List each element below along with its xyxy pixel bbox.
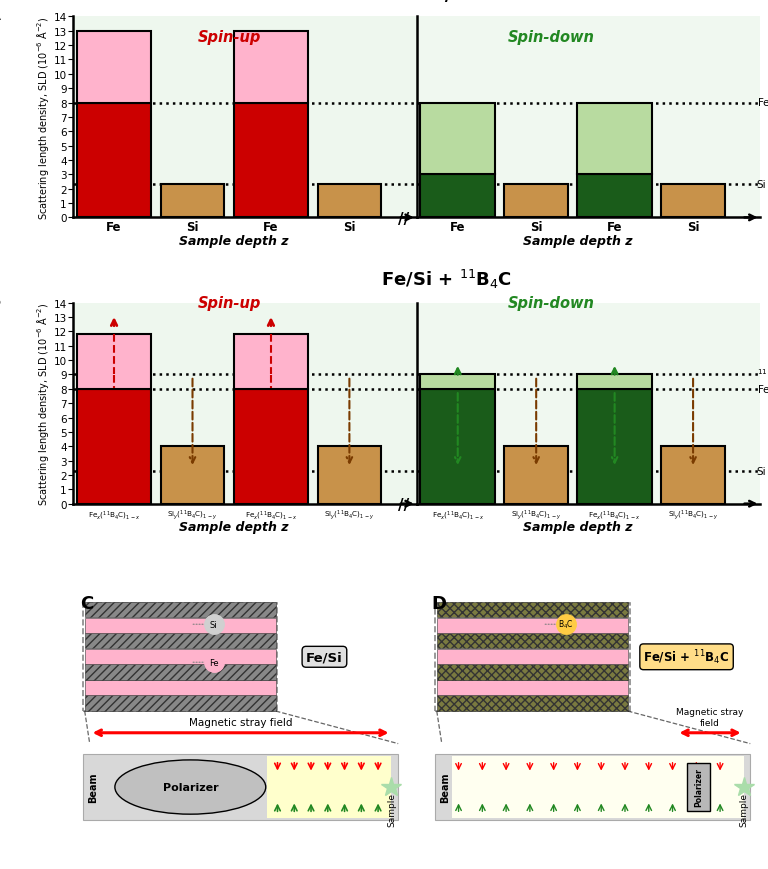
Y-axis label: Scattering length density, SLD (10$^{-6}$ Å$^{-2}$): Scattering length density, SLD (10$^{-6}… [35, 17, 51, 219]
Bar [420, 176, 495, 218]
Bar [437, 696, 628, 711]
Bar [84, 680, 276, 695]
Bar [318, 447, 381, 504]
Text: Fe: Fe [106, 221, 122, 234]
Text: Fe$_x$($^{11}$B$_4$C)$_{1-x}$: Fe$_x$($^{11}$B$_4$C)$_{1-x}$ [432, 508, 484, 521]
Bar [661, 185, 725, 218]
Bar [437, 634, 628, 649]
Text: Fe$_x$($^{11}$B$_4$C)$_{1-x}$: Fe$_x$($^{11}$B$_4$C)$_{1-x}$ [88, 508, 141, 521]
Text: Magnetic stray
field: Magnetic stray field [677, 707, 743, 726]
Bar [318, 185, 381, 218]
Text: Si: Si [343, 221, 356, 234]
Bar [661, 447, 725, 504]
Text: Fe: Fe [209, 658, 219, 667]
Text: Beam: Beam [88, 772, 98, 802]
FancyBboxPatch shape [435, 603, 630, 711]
Text: Polarizer: Polarizer [163, 782, 218, 793]
Text: Si: Si [187, 221, 199, 234]
Text: //: // [398, 498, 409, 513]
Text: Fe$_x$($^{11}$B$_4$C)$_{1-x}$: Fe$_x$($^{11}$B$_4$C)$_{1-x}$ [588, 508, 641, 521]
Text: Beam: Beam [440, 772, 450, 802]
Text: Si: Si [687, 221, 700, 234]
Bar [267, 756, 392, 819]
Text: Fe/Si: Fe/Si [420, 0, 473, 4]
Bar [437, 603, 628, 618]
Bar [687, 763, 710, 812]
Bar [233, 32, 308, 103]
Text: C: C [80, 594, 93, 613]
Text: Fe: Fe [607, 221, 622, 234]
Text: Spin-down: Spin-down [508, 295, 594, 310]
Bar [435, 754, 750, 819]
Bar [161, 185, 224, 218]
FancyBboxPatch shape [83, 603, 277, 711]
Bar [437, 618, 628, 634]
Y-axis label: Scattering length density, SLD (10$^{-6}$ Å$^{-2}$): Scattering length density, SLD (10$^{-6}… [35, 302, 51, 506]
Bar [578, 375, 652, 389]
Bar [84, 603, 276, 618]
Text: Sample depth z: Sample depth z [179, 235, 288, 248]
Text: Fe$_{nuclear}$: Fe$_{nuclear}$ [756, 96, 768, 110]
Text: Fe$_{nuclear}$: Fe$_{nuclear}$ [756, 382, 768, 396]
Text: Sample: Sample [387, 792, 396, 826]
Text: Fe/Si + $^{11}$B$_4$C: Fe/Si + $^{11}$B$_4$C [644, 647, 730, 667]
Text: Sample depth z: Sample depth z [179, 521, 288, 534]
Text: Si$_y$($^{11}$B$_4$C)$_{1-y}$: Si$_y$($^{11}$B$_4$C)$_{1-y}$ [167, 508, 217, 521]
Text: Fe: Fe [450, 221, 465, 234]
Bar [233, 103, 308, 218]
Bar [505, 447, 568, 504]
Text: Fe/Si: Fe/Si [306, 651, 343, 664]
Text: Si$_y$($^{11}$B$_4$C)$_{1-y}$: Si$_y$($^{11}$B$_4$C)$_{1-y}$ [324, 508, 375, 521]
Text: Si: Si [530, 221, 542, 234]
Bar [77, 389, 151, 504]
Text: Fe: Fe [263, 221, 279, 234]
Text: Spin-up: Spin-up [198, 30, 262, 45]
Text: A: A [0, 6, 1, 23]
Bar [437, 649, 628, 664]
Text: Si: Si [756, 466, 766, 476]
Bar [84, 696, 276, 711]
Bar [420, 375, 495, 389]
Text: Magnetic stray field: Magnetic stray field [189, 717, 293, 726]
Bar [84, 649, 276, 664]
Bar [84, 634, 276, 649]
Bar [578, 176, 652, 218]
Bar [505, 185, 568, 218]
Bar [233, 389, 308, 504]
Text: Si: Si [210, 620, 217, 629]
Text: Spin-up: Spin-up [198, 295, 262, 310]
Text: //: // [398, 212, 409, 227]
Ellipse shape [115, 760, 266, 814]
Bar [161, 447, 224, 504]
Text: Si$_y$($^{11}$B$_4$C)$_{1-y}$: Si$_y$($^{11}$B$_4$C)$_{1-y}$ [511, 508, 561, 521]
Text: Sample depth z: Sample depth z [522, 235, 632, 248]
Text: Polarizer: Polarizer [694, 767, 703, 806]
Text: $^{11}$B$_4$C: $^{11}$B$_4$C [756, 368, 768, 383]
Bar [84, 618, 276, 634]
Bar [420, 389, 495, 504]
Text: Spin-down: Spin-down [508, 30, 594, 45]
Bar [77, 103, 151, 218]
Bar [578, 389, 652, 504]
Text: Si$_y$($^{11}$B$_4$C)$_{1-y}$: Si$_y$($^{11}$B$_4$C)$_{1-y}$ [668, 508, 718, 521]
Bar [77, 32, 151, 103]
Text: Si: Si [756, 180, 766, 190]
Text: D: D [432, 594, 447, 613]
Bar [452, 756, 743, 819]
Text: B$_4$C: B$_4$C [558, 618, 574, 631]
Bar [437, 665, 628, 680]
Bar [77, 335, 151, 389]
Bar [83, 754, 398, 819]
Bar [233, 335, 308, 389]
Bar [84, 665, 276, 680]
Text: Sample: Sample [739, 792, 748, 826]
Bar [437, 680, 628, 695]
Text: Fe/Si + $^{11}$B$_4$C: Fe/Si + $^{11}$B$_4$C [381, 268, 512, 291]
Text: Fe$_x$($^{11}$B$_4$C)$_{1-x}$: Fe$_x$($^{11}$B$_4$C)$_{1-x}$ [245, 508, 297, 521]
Bar [420, 103, 495, 176]
Text: Sample depth z: Sample depth z [522, 521, 632, 534]
Bar [578, 103, 652, 176]
